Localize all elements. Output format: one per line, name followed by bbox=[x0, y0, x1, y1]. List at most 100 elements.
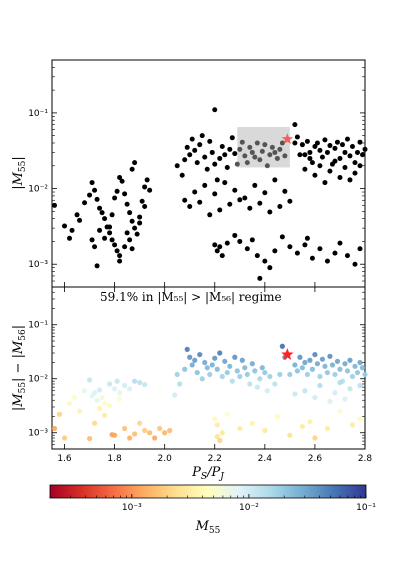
data-point bbox=[219, 143, 225, 149]
data-point bbox=[217, 155, 223, 161]
data-point bbox=[259, 365, 265, 371]
data-point bbox=[114, 188, 120, 194]
data-point bbox=[232, 151, 238, 157]
data-point bbox=[202, 182, 208, 188]
data-point bbox=[61, 435, 68, 441]
data-point bbox=[214, 433, 220, 440]
data-point bbox=[337, 366, 343, 372]
y-tick-label: 10⁻² bbox=[28, 185, 48, 195]
data-point bbox=[257, 376, 263, 382]
data-point bbox=[124, 201, 130, 207]
data-point bbox=[182, 366, 188, 372]
data-point bbox=[262, 142, 268, 148]
data-point bbox=[89, 237, 95, 243]
data-point bbox=[237, 238, 243, 244]
data-point bbox=[292, 362, 298, 368]
data-point bbox=[307, 149, 313, 155]
data-point bbox=[272, 381, 278, 387]
data-point bbox=[349, 373, 356, 380]
data-point bbox=[292, 391, 298, 397]
data-point bbox=[237, 425, 243, 432]
data-point bbox=[252, 368, 258, 374]
data-point bbox=[192, 147, 198, 153]
data-point bbox=[249, 237, 255, 243]
data-point bbox=[112, 195, 118, 201]
data-point bbox=[197, 199, 203, 205]
data-point bbox=[142, 184, 148, 190]
data-point bbox=[227, 146, 233, 152]
data-point bbox=[66, 400, 73, 406]
data-point bbox=[174, 163, 180, 169]
data-point bbox=[97, 205, 103, 211]
data-point bbox=[172, 392, 178, 398]
data-point bbox=[86, 435, 93, 442]
data-point bbox=[292, 140, 298, 146]
data-point bbox=[69, 227, 75, 233]
data-point bbox=[91, 420, 98, 426]
data-point bbox=[96, 405, 103, 412]
data-point bbox=[137, 220, 143, 226]
data-point bbox=[124, 230, 130, 236]
data-point bbox=[272, 177, 278, 183]
data-point bbox=[259, 148, 265, 154]
data-point bbox=[352, 363, 358, 369]
x-tick-label: 2.8 bbox=[358, 454, 373, 464]
data-point bbox=[71, 394, 78, 401]
data-point bbox=[76, 408, 83, 414]
data-point bbox=[287, 244, 293, 250]
colorbar: 10⁻³ 10⁻² 10⁻¹ M55 bbox=[49, 484, 376, 536]
colorbar-ticks: 10⁻³ 10⁻² 10⁻¹ bbox=[49, 494, 376, 513]
data-point bbox=[82, 200, 88, 206]
data-point bbox=[334, 358, 341, 364]
data-point bbox=[142, 381, 148, 388]
data-point bbox=[302, 359, 308, 366]
data-point bbox=[229, 135, 235, 141]
data-point bbox=[102, 235, 108, 241]
data-point bbox=[332, 371, 338, 378]
data-point bbox=[287, 432, 293, 438]
data-point bbox=[204, 166, 210, 172]
data-point bbox=[112, 386, 118, 392]
data-point bbox=[304, 138, 310, 144]
data-point bbox=[237, 146, 243, 152]
data-point bbox=[337, 174, 343, 180]
data-point bbox=[101, 412, 108, 418]
data-point bbox=[347, 153, 353, 159]
data-point bbox=[197, 142, 203, 148]
data-point bbox=[299, 423, 305, 430]
data-point bbox=[224, 164, 230, 170]
data-point bbox=[317, 147, 323, 153]
data-point bbox=[249, 420, 255, 426]
data-point bbox=[294, 134, 300, 140]
data-point bbox=[312, 351, 318, 358]
colorbar-tick-label: 10⁻² bbox=[239, 503, 259, 513]
data-point bbox=[334, 139, 340, 145]
data-point bbox=[322, 363, 328, 369]
data-point bbox=[94, 397, 100, 403]
data-point bbox=[194, 160, 200, 166]
data-point bbox=[99, 394, 105, 401]
data-point bbox=[102, 216, 108, 222]
data-point bbox=[139, 198, 145, 204]
data-point bbox=[247, 205, 253, 211]
data-point bbox=[349, 143, 355, 149]
data-point bbox=[182, 157, 188, 163]
data-point bbox=[74, 212, 80, 218]
data-point bbox=[227, 363, 233, 369]
data-point bbox=[232, 187, 238, 193]
data-point bbox=[254, 253, 260, 259]
data-point bbox=[137, 420, 143, 426]
data-point bbox=[132, 431, 138, 437]
data-point bbox=[302, 152, 308, 158]
data-point bbox=[234, 368, 240, 374]
data-point bbox=[247, 381, 253, 387]
data-point bbox=[299, 142, 305, 148]
data-point bbox=[117, 253, 123, 259]
data-point bbox=[132, 225, 138, 231]
data-point bbox=[107, 224, 113, 230]
data-point bbox=[214, 422, 220, 428]
data-point bbox=[117, 258, 123, 264]
data-point bbox=[309, 160, 315, 166]
data-point bbox=[264, 388, 270, 394]
data-point bbox=[127, 210, 133, 216]
